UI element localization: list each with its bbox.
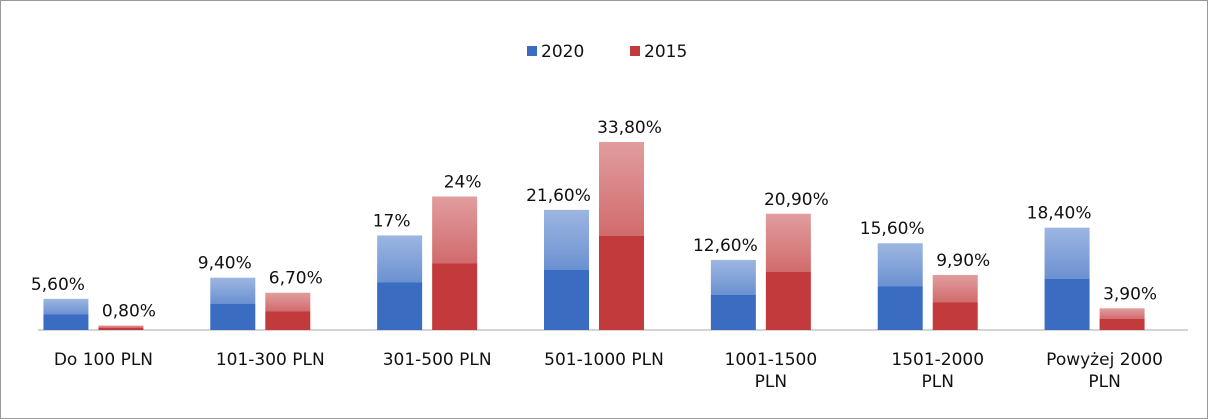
x-tick-line: 1001-1500 (725, 350, 818, 370)
x-tick-label: 301-500 PLN (383, 350, 492, 370)
legend-label: 2015 (644, 42, 687, 62)
value-label: 21,60% (526, 186, 591, 206)
value-label: 12,60% (693, 236, 758, 256)
value-label: 9,90% (936, 251, 990, 271)
value-label: 18,40% (1027, 204, 1092, 224)
value-label: 17% (373, 211, 411, 231)
value-label: 5,60% (31, 275, 85, 295)
bar (544, 209, 589, 330)
bar (710, 259, 756, 330)
value-label: 6,70% (269, 269, 323, 289)
x-tick-line: PLN (921, 372, 953, 392)
legend-label: 2020 (541, 42, 584, 62)
x-tick-label: Powyżej 2000 PLN (1046, 350, 1163, 392)
bar (265, 292, 311, 330)
value-label: 24% (444, 173, 482, 193)
value-label: 33,80% (597, 118, 662, 138)
value-label: 15,60% (860, 219, 925, 239)
legend-swatch (527, 46, 537, 56)
bar (932, 274, 978, 330)
x-tick-label: 1001-1500 PLN (725, 350, 818, 392)
x-tick-label: Do 100 PLN (54, 350, 153, 370)
value-label: 0,80% (102, 302, 156, 322)
bar (43, 298, 89, 330)
bar (765, 213, 811, 330)
x-tick-line: Powyżej 2000 (1046, 350, 1163, 370)
bar (1099, 308, 1145, 330)
x-tick-line: 1501-2000 (891, 350, 984, 370)
bar (432, 196, 478, 330)
x-tick-line: PLN (1088, 372, 1120, 392)
bar (377, 235, 423, 330)
x-tick-label: 101-300 PLN (216, 350, 325, 370)
legend-swatch (630, 46, 640, 56)
x-tick-label: 501-1000 PLN (544, 350, 664, 370)
bar (98, 325, 144, 330)
bar (1044, 227, 1090, 330)
x-tick-line: PLN (755, 372, 787, 392)
bar (877, 243, 923, 330)
bar (210, 277, 256, 330)
value-label: 9,40% (198, 254, 252, 274)
value-label: 3,90% (1103, 284, 1157, 304)
bar (599, 142, 644, 330)
x-tick-label: 1501-2000 PLN (891, 350, 984, 392)
value-label: 20,90% (764, 190, 829, 210)
